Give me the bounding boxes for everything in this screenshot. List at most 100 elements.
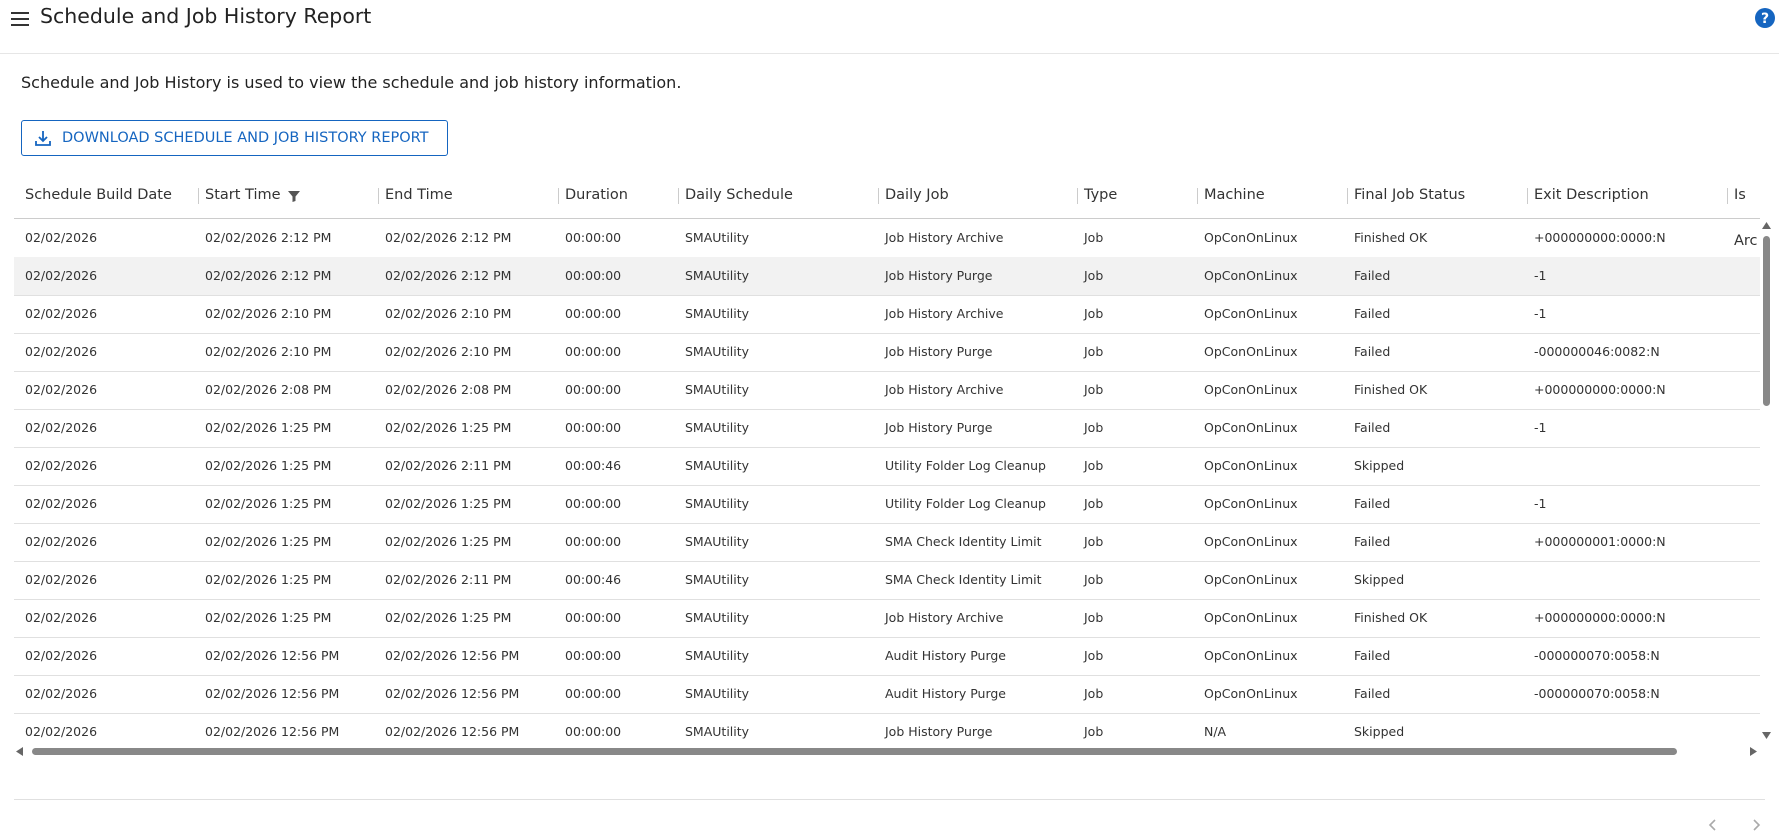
table-cell: Audit History Purge	[885, 686, 1006, 701]
table-cell: OpConOnLinux	[1204, 686, 1298, 701]
table-cell: 02/02/2026	[25, 496, 98, 511]
table-cell: Job	[1084, 458, 1104, 473]
table-cell: Job	[1084, 230, 1104, 245]
column-header[interactable]: Duration	[565, 187, 628, 203]
table-cell: 02/02/2026 1:25 PM	[385, 496, 512, 511]
table-cell: 02/02/2026 1:25 PM	[205, 420, 332, 435]
table-cell: Audit History Purge	[885, 648, 1006, 663]
table-cell: 00:00:46	[565, 572, 622, 587]
table-cell: SMAUtility	[685, 382, 750, 397]
table-cell: SMAUtility	[685, 610, 750, 625]
table-cell: 02/02/2026	[25, 382, 98, 397]
column-separator	[1197, 188, 1198, 204]
table-cell: Job History Purge	[885, 724, 993, 739]
table-cell: OpConOnLinux	[1204, 610, 1298, 625]
table-cell: SMA Check Identity Limit	[885, 572, 1042, 587]
table-cell: 02/02/2026	[25, 344, 98, 359]
h-scrollbar[interactable]	[14, 744, 1765, 758]
column-header[interactable]: Machine	[1204, 187, 1265, 203]
column-header[interactable]: End Time	[385, 187, 453, 203]
column-header[interactable]: Start Time	[205, 187, 281, 203]
table-row: 02/02/2026 02/02/2026 12:56 PM 02/02/2026 …	[14, 675, 1760, 714]
scroll-left[interactable]	[16, 747, 24, 756]
table-cell: 02/02/2026 1:25 PM	[205, 496, 332, 511]
table-cell: 02/02/2026 2:08 PM	[205, 382, 332, 397]
column-separator	[1077, 188, 1078, 204]
table-cell: SMAUtility	[685, 306, 750, 321]
table-cell: 02/02/2026 1:25 PM	[205, 610, 332, 625]
column-separator	[1727, 188, 1728, 204]
table-cell: Job History Archive	[885, 230, 1004, 245]
filter-icon[interactable]	[287, 189, 301, 203]
table-cell: 02/02/2026 2:10 PM	[385, 344, 512, 359]
v-scrollbar[interactable]	[1762, 222, 1772, 742]
next-page[interactable]	[1753, 819, 1761, 831]
table-cell: Utility Folder Log Cleanup	[885, 496, 1046, 511]
table-cell: Job	[1084, 610, 1104, 625]
table-cell: Finished OK	[1354, 382, 1428, 397]
download-button[interactable]: DOWNLOAD SCHEDULE AND JOB HISTORY REPORT	[21, 120, 448, 156]
table-cell: -000000070:0058:N	[1534, 686, 1660, 701]
table-cell: OpConOnLinux	[1204, 420, 1298, 435]
scroll-up[interactable]	[1762, 222, 1771, 230]
help-icon[interactable]: ?	[1754, 7, 1776, 29]
column-header[interactable]: Daily Schedule	[685, 187, 793, 203]
table-cell: 02/02/2026	[25, 230, 98, 245]
table-cell: -1	[1534, 268, 1547, 283]
table-cell: 02/02/2026 1:25 PM	[205, 572, 332, 587]
table-cell: SMAUtility	[685, 230, 750, 245]
table-cell: 02/02/2026 2:10 PM	[205, 344, 332, 359]
table-row: 02/02/2026 02/02/2026 1:25 PM 02/02/2026 1…	[14, 523, 1760, 562]
svg-text:?: ?	[1761, 11, 1769, 27]
table-cell: SMAUtility	[685, 268, 750, 283]
table-cell: 02/02/2026	[25, 686, 98, 701]
download-icon	[35, 131, 51, 146]
prev-page[interactable]	[1708, 819, 1716, 831]
data-grid: Schedule Build Date Start Time End Time Dur…	[14, 172, 1765, 748]
scroll-right[interactable]	[1750, 747, 1758, 756]
table-cell: SMAUtility	[685, 458, 750, 473]
table-cell: Failed	[1354, 268, 1391, 283]
top-bar: Schedule and Job History Report ?	[0, 0, 1779, 54]
table-cell: OpConOnLinux	[1204, 496, 1298, 511]
h-scroll-thumb[interactable]	[32, 748, 1677, 755]
table-cell: Job	[1084, 724, 1104, 739]
table-cell: Job History Purge	[885, 268, 993, 283]
table-cell: 02/02/2026	[25, 268, 98, 283]
table-cell: Failed	[1354, 306, 1391, 321]
menu-icon[interactable]	[9, 8, 31, 30]
table-cell: 00:00:00	[565, 534, 622, 549]
table-cell: 02/02/2026	[25, 648, 98, 663]
table-cell: +000000001:0000:N	[1534, 534, 1666, 549]
table-cell: -000000070:0058:N	[1534, 648, 1660, 663]
table-cell: 02/02/2026 2:12 PM	[385, 268, 512, 283]
column-header[interactable]: Exit Description	[1534, 187, 1649, 203]
table-cell: Job	[1084, 496, 1104, 511]
table-cell: OpConOnLinux	[1204, 306, 1298, 321]
scroll-down[interactable]	[1762, 732, 1771, 740]
column-header[interactable]: Daily Job	[885, 187, 949, 203]
table-cell: 00:00:00	[565, 420, 622, 435]
column-header[interactable]: Final Job Status	[1354, 187, 1466, 203]
table-row: 02/02/2026 02/02/2026 2:12 PM 02/02/2026 2…	[14, 257, 1760, 296]
table-cell: Job	[1084, 268, 1104, 283]
table-cell: 02/02/2026 12:56 PM	[385, 648, 520, 663]
column-header[interactable]: Schedule Build Date	[25, 187, 172, 203]
table-row: 02/02/2026 02/02/2026 2:10 PM 02/02/2026 2…	[14, 333, 1760, 372]
table-cell: 02/02/2026 2:10 PM	[385, 306, 512, 321]
table-cell: +000000000:0000:N	[1534, 610, 1666, 625]
column-header[interactable]: Type	[1084, 187, 1118, 203]
table-cell: SMA Check Identity Limit	[885, 534, 1042, 549]
table-cell: 00:00:00	[565, 230, 622, 245]
table-cell: OpConOnLinux	[1204, 534, 1298, 549]
v-scroll-thumb[interactable]	[1763, 236, 1770, 406]
table-cell: Job History Archive	[885, 610, 1004, 625]
table-row: 02/02/2026 02/02/2026 1:25 PM 02/02/2026 1…	[14, 485, 1760, 524]
table-row: 02/02/2026 02/02/2026 1:25 PM 02/02/2026 1…	[14, 599, 1760, 638]
column-header[interactable]: Is Arc	[1734, 187, 1758, 249]
table-cell: Job History Purge	[885, 420, 993, 435]
table-row: 02/02/2026 02/02/2026 1:25 PM 02/02/2026 2…	[14, 447, 1760, 486]
table-cell: N/A	[1204, 724, 1227, 739]
table-row: 02/02/2026 02/02/2026 1:25 PM 02/02/2026 1…	[14, 409, 1760, 448]
